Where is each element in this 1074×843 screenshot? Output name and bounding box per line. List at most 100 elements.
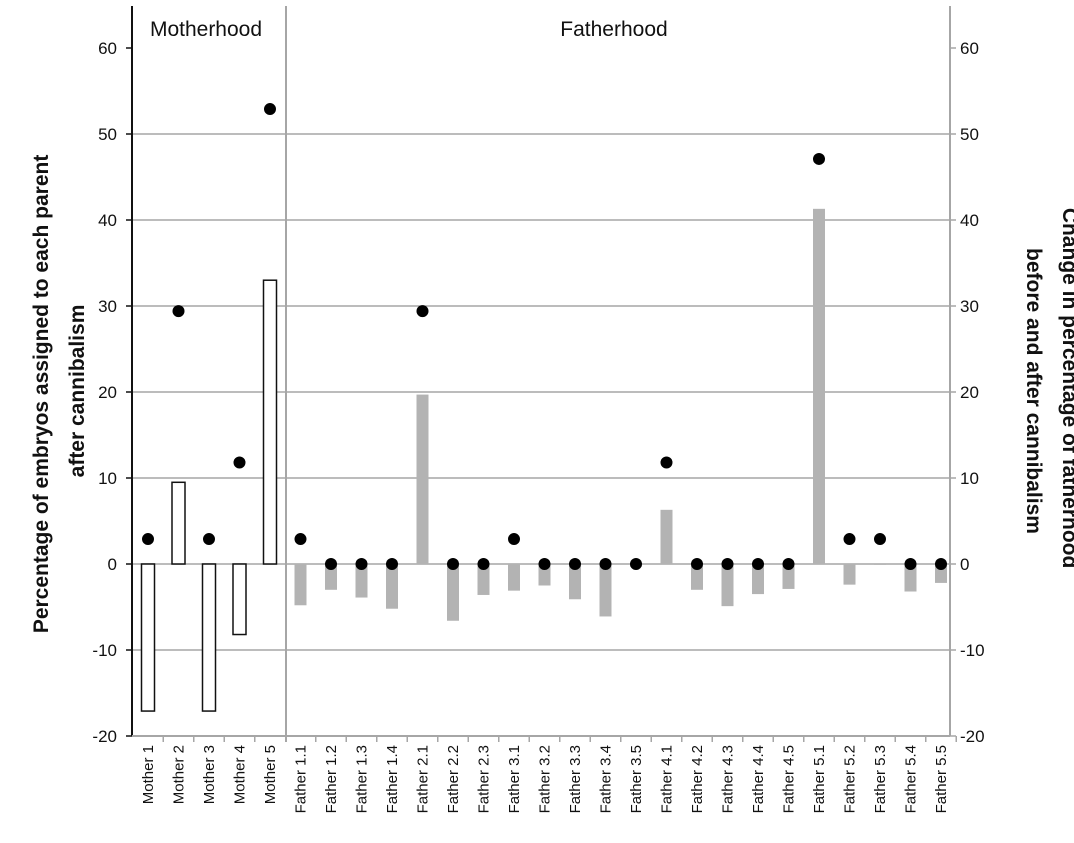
y-tick-label-left: 60: [98, 39, 117, 58]
section-label-fatherhood: Fatherhood: [560, 18, 667, 41]
y-tick-label-right: 50: [960, 125, 979, 144]
bar: [813, 208, 825, 564]
dot: [904, 558, 917, 570]
y-tick-label-left: -10: [92, 641, 117, 660]
dot: [660, 456, 673, 469]
bar: [691, 564, 703, 590]
bar: [140, 563, 156, 712]
x-category-label: Father 1.2: [323, 745, 340, 813]
x-category-label: Mother 2: [171, 745, 188, 804]
y-tick-label-left: 40: [98, 211, 117, 230]
y-axis-left-ticks: -20 -10 0 10 20 30 40 50 60: [92, 39, 117, 746]
y-tick-label-right: 30: [960, 297, 979, 316]
x-category-label: Father 3.3: [567, 745, 584, 813]
x-category-label: Father 5.4: [903, 745, 920, 813]
bar: [325, 564, 337, 590]
dot: [355, 558, 368, 570]
bar: [874, 564, 886, 565]
dot: [264, 103, 276, 116]
y-tick-label-right: 10: [960, 469, 979, 488]
dot: [630, 558, 642, 570]
x-category-label: Father 1.1: [293, 745, 310, 813]
y-tick-label-right: 0: [960, 555, 969, 574]
x-category-label: Father 2.2: [445, 745, 462, 813]
x-category-label: Father 4.4: [750, 745, 767, 813]
dot: [325, 558, 337, 570]
bar: [721, 564, 734, 607]
x-category-label: Father 3.2: [537, 745, 554, 813]
dot: [843, 533, 856, 546]
bar: [355, 564, 368, 598]
bar: [660, 509, 673, 564]
y-tick-label-left: -20: [92, 727, 117, 746]
x-category-label: Father 4.2: [689, 745, 706, 813]
dot: [813, 152, 825, 165]
dot: [294, 533, 307, 546]
y-axis-right-title: Change in percentage of fatherhood befor…: [1022, 208, 1074, 574]
y-tick-label-right: 60: [960, 39, 979, 58]
x-category-label: Father 1.3: [354, 745, 371, 813]
x-category-label: Father 2.1: [415, 745, 432, 813]
dot: [447, 558, 459, 570]
bar: [294, 564, 307, 606]
bar: [538, 564, 551, 586]
dot: [874, 533, 886, 546]
bar: [386, 564, 398, 609]
x-category-label: Father 5.3: [872, 745, 889, 813]
x-category-label: Mother 1: [140, 745, 157, 804]
chart-frame: [126, 6, 957, 742]
bar: [416, 394, 429, 564]
x-category-label: Father 1.4: [384, 745, 401, 813]
x-category-label: Father 4.3: [720, 745, 737, 813]
dot: [142, 533, 154, 546]
x-category-label: Father 2.3: [476, 745, 493, 813]
dot: [477, 558, 490, 570]
y-axis-left-title: Percentage of embryos assigned to each p…: [30, 149, 89, 633]
bar: [782, 564, 795, 589]
dot: [782, 558, 795, 570]
bar: [843, 564, 856, 585]
y-tick-label-left: 50: [98, 125, 117, 144]
dot: [599, 558, 612, 570]
dot: [691, 558, 703, 570]
x-category-label: Mother 5: [262, 745, 279, 804]
y-tick-label-right: -20: [960, 727, 985, 746]
bar: [569, 564, 581, 600]
bar: [752, 564, 764, 595]
dot: [172, 305, 185, 318]
dot: [416, 305, 429, 318]
dot: [508, 533, 520, 546]
x-category-label: Father 3.1: [506, 745, 523, 813]
bar: [447, 564, 459, 621]
bar: [262, 279, 278, 565]
dot: [569, 558, 581, 570]
section-label-motherhood: Motherhood: [150, 18, 262, 41]
y-tick-label-right: -10: [960, 641, 985, 660]
dot: [538, 558, 551, 570]
bar: [232, 563, 247, 636]
y-axis-right-ticks: -20 -10 0 10 20 30 40 50 60: [960, 39, 985, 746]
y-tick-label-right: 40: [960, 211, 979, 230]
bar: [599, 564, 612, 617]
dot: [203, 533, 215, 546]
x-category-label: Mother 4: [232, 745, 249, 804]
x-category-label: Father 5.5: [933, 745, 950, 813]
x-category-label: Father 4.1: [659, 745, 676, 813]
y-tick-label-left: 0: [108, 555, 117, 574]
y-tick-label-left: 30: [98, 297, 117, 316]
x-category-label: Father 3.5: [628, 745, 645, 813]
bar: [904, 564, 917, 592]
x-category-label: Mother 3: [201, 745, 218, 804]
y-tick-label-left: 20: [98, 383, 117, 402]
dot: [721, 558, 734, 570]
dots: [142, 103, 947, 570]
bars: [140, 208, 947, 712]
dot: [233, 456, 246, 469]
x-category-label: Father 3.4: [598, 745, 615, 813]
x-category-label: Father 4.5: [781, 745, 798, 813]
y-tick-label-left: 10: [98, 469, 117, 488]
bar: [201, 563, 217, 712]
bar: [508, 564, 520, 591]
bar: [171, 481, 186, 565]
